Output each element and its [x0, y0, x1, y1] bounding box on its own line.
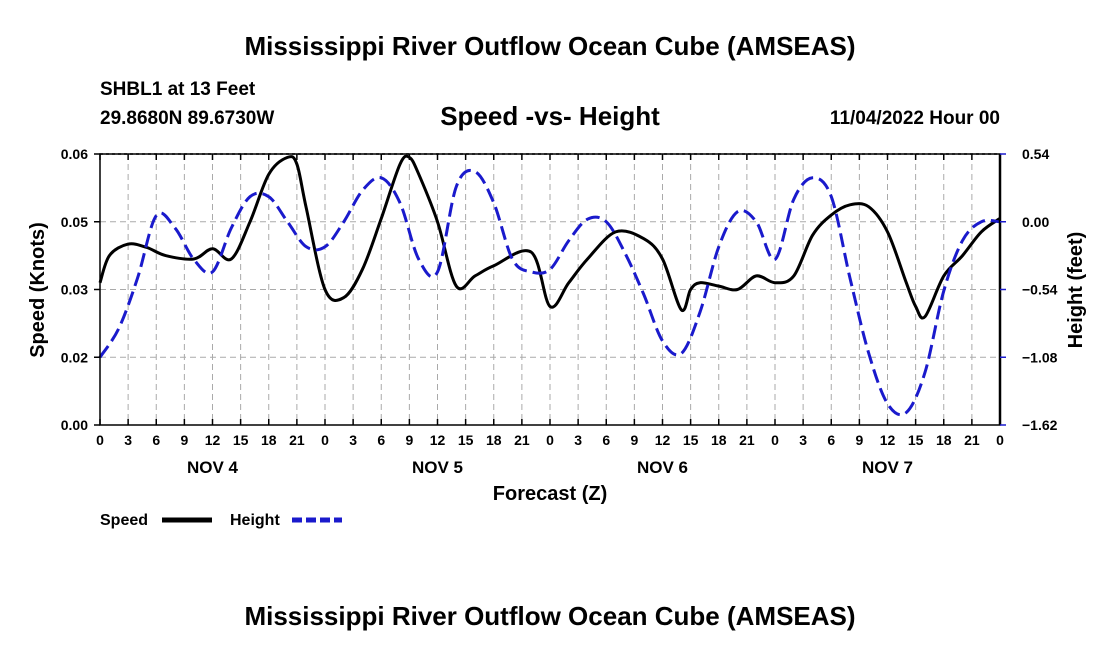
day-label: NOV 7 — [862, 458, 913, 477]
x-tick-label: 18 — [711, 432, 727, 448]
right-axis-ticks: 0.54 0.00 −0.54 −1.08 −1.62 — [1000, 146, 1058, 433]
left-axis-ticks: 0.06 0.05 0.03 0.02 0.00 — [61, 146, 100, 433]
x-axis-label: Forecast (Z) — [493, 483, 607, 505]
legend-label-speed: Speed — [100, 512, 148, 529]
forecast-datetime: 11/04/2022 Hour 00 — [830, 108, 1000, 129]
x-tick-label: 15 — [683, 432, 699, 448]
x-axis-ticks: 0 3 6 9 12 15 18 21 0 3 6 9 12 15 18 21 0 3 6 9 12 15 18 21 0 3 6 9… — [96, 154, 1004, 448]
x-tick-label: 6 — [827, 432, 835, 448]
x-tick-label: 3 — [799, 432, 807, 448]
chart-title: Speed -vs- Height — [440, 101, 660, 131]
x-tick-label: 15 — [458, 432, 474, 448]
x-tick-label: 0 — [96, 432, 104, 448]
x-tick-label: 12 — [430, 432, 446, 448]
grid-lines — [100, 154, 1000, 425]
repeat-figure-title: Mississippi River Outflow Ocean Cube (AM… — [244, 601, 855, 631]
x-tick-label: 21 — [739, 432, 755, 448]
x-tick-label: 15 — [908, 432, 924, 448]
x-tick-label: 18 — [936, 432, 952, 448]
x-tick-label: 18 — [261, 432, 277, 448]
station-name: SHBL1 at 13 Feet — [100, 79, 256, 100]
x-tick-label: 6 — [602, 432, 610, 448]
x-tick-label: 12 — [655, 432, 671, 448]
left-tick-label: 0.00 — [61, 417, 88, 433]
x-tick-label: 9 — [180, 432, 188, 448]
x-tick-label: 18 — [486, 432, 502, 448]
x-tick-label: 0 — [771, 432, 779, 448]
x-tick-label: 0 — [996, 432, 1004, 448]
x-tick-label: 12 — [880, 432, 896, 448]
x-tick-label: 15 — [233, 432, 249, 448]
x-tick-label: 12 — [205, 432, 221, 448]
right-tick-label: 0.00 — [1022, 214, 1049, 230]
x-tick-label: 21 — [514, 432, 530, 448]
right-tick-label: 0.54 — [1022, 146, 1049, 162]
left-tick-label: 0.05 — [61, 214, 88, 230]
series-line-height — [98, 168, 1001, 417]
left-axis-label: Speed (Knots) — [27, 222, 49, 358]
series-lines — [98, 154, 1001, 417]
x-tick-label: 6 — [152, 432, 160, 448]
x-tick-label: 6 — [377, 432, 385, 448]
x-tick-label: 9 — [855, 432, 863, 448]
left-tick-label: 0.02 — [61, 349, 88, 365]
x-tick-label: 21 — [964, 432, 980, 448]
day-label: NOV 4 — [187, 458, 239, 477]
left-tick-label: 0.03 — [61, 282, 88, 298]
right-tick-label: −1.08 — [1022, 349, 1058, 365]
figure-title: Mississippi River Outflow Ocean Cube (AM… — [244, 31, 855, 61]
x-tick-label: 21 — [289, 432, 305, 448]
x-tick-label: 9 — [405, 432, 413, 448]
day-label: NOV 6 — [637, 458, 688, 477]
x-tick-label: 0 — [546, 432, 554, 448]
right-axis-label: Height (feet) — [1065, 232, 1087, 349]
day-labels: NOV 4 NOV 5 NOV 6 NOV 7 — [187, 458, 913, 477]
left-tick-label: 0.06 — [61, 146, 88, 162]
right-tick-label: −1.62 — [1022, 417, 1058, 433]
x-tick-label: 0 — [321, 432, 329, 448]
x-tick-label: 3 — [349, 432, 357, 448]
series-line-speed — [98, 154, 1001, 320]
right-tick-label: −0.54 — [1022, 282, 1058, 298]
x-tick-label: 9 — [630, 432, 638, 448]
x-tick-label: 3 — [124, 432, 132, 448]
station-coords: 29.8680N 89.6730W — [100, 108, 274, 129]
legend: Speed Height — [100, 512, 342, 529]
day-label: NOV 5 — [412, 458, 463, 477]
legend-label-height: Height — [230, 512, 280, 529]
x-tick-label: 3 — [574, 432, 582, 448]
